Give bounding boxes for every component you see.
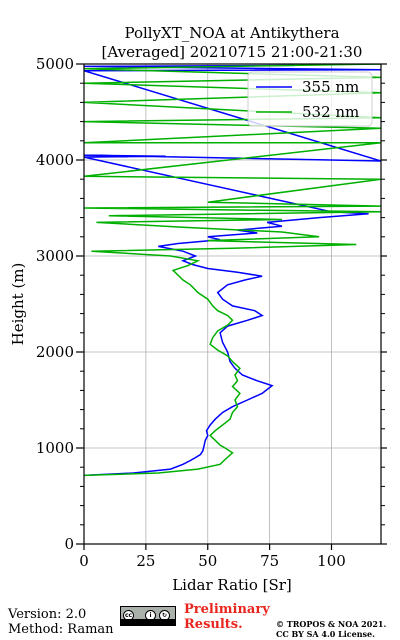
x-tick-label: 50: [198, 552, 217, 570]
series-line-532nm: [84, 64, 381, 477]
x-axis-label: Lidar Ratio [Sr]: [172, 576, 292, 594]
y-tick-label: 0: [64, 535, 74, 553]
series-layer: [84, 64, 381, 477]
copyright-line2: CC BY SA 4.0 License.: [276, 629, 375, 639]
version-text: Version: 2.0: [8, 607, 87, 622]
y-tick-label: 2000: [36, 343, 74, 361]
preliminary-line1: Preliminary: [184, 602, 270, 617]
copyright-line1: © TROPOS & NOA 2021.: [276, 619, 387, 629]
y-tick-label: 1000: [36, 439, 74, 457]
y-axis-label: Height (m): [9, 263, 27, 346]
x-tick-label: 0: [79, 552, 89, 570]
y-tick-label: 3000: [36, 247, 74, 265]
method-text: Method: Raman: [8, 622, 114, 637]
x-tick-label: 100: [317, 552, 346, 570]
legend-label: 355 nm: [302, 78, 359, 96]
chart-title: PollyXT_NOA at Antikythera: [124, 24, 339, 42]
x-tick-label: 75: [260, 552, 279, 570]
badge-bar: [121, 619, 175, 625]
copyright-notice: © TROPOS & NOA 2021. CC BY SA 4.0 Licens…: [276, 619, 386, 639]
chart-subtitle: [Averaged] 20210715 21:00-21:30: [102, 43, 363, 61]
legend: 355 nm 532 nm: [247, 71, 373, 127]
chart: PollyXT_NOA at Antikythera [Averaged] 20…: [9, 24, 387, 594]
cc-license-badge: cc i ↻: [120, 606, 176, 626]
y-tick-label: 4000: [36, 151, 74, 169]
preliminary-notice: Preliminary Results.: [184, 602, 270, 632]
legend-label: 532 nm: [302, 103, 359, 121]
series-line-355nm: [84, 64, 381, 477]
preliminary-line2: Results.: [184, 617, 243, 632]
y-tick-label: 5000: [36, 55, 74, 73]
x-tick-label: 25: [136, 552, 155, 570]
plot-frame: [83, 63, 382, 545]
